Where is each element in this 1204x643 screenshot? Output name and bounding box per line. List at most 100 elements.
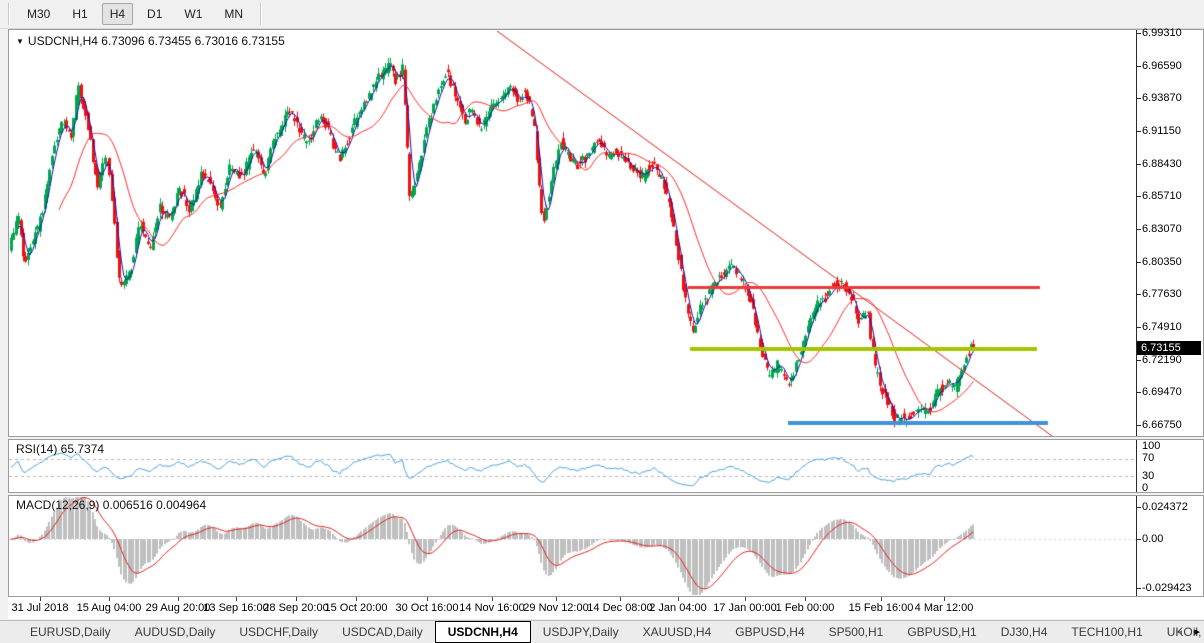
current-price-tag: 6.73155 — [1137, 340, 1201, 355]
axis-label: 6.99310 — [1142, 27, 1182, 39]
chart-tab-audusd-daily[interactable]: AUDUSD,Daily — [134, 625, 216, 639]
time-axis-label: 29 Nov 12:00 — [523, 602, 589, 614]
time-tick — [356, 597, 357, 601]
axis-tick — [1136, 425, 1141, 426]
chart-tab-usdcad-daily[interactable]: USDCAD,Daily — [342, 625, 423, 639]
axis-tick — [1136, 262, 1141, 263]
chart-tab-xauusd-h4[interactable]: XAUUSD,H4 — [642, 625, 712, 639]
chart-title-text: USDCNH,H4 6.73096 6.73455 6.73016 6.7315… — [27, 34, 285, 48]
axis-tick — [1136, 294, 1141, 295]
time-axis-label: 4 Mar 12:00 — [914, 602, 974, 614]
timeframe-button-d1[interactable]: D1 — [147, 7, 163, 21]
axis-label: -0.029423 — [1142, 582, 1192, 594]
axis-label: 6.77630 — [1142, 288, 1182, 300]
axis-tick — [1136, 360, 1141, 361]
time-axis-label: 17 Jan 00:00 — [713, 602, 777, 614]
timeframe-button-m30[interactable]: M30 — [27, 7, 51, 21]
axis-label: 6.83070 — [1142, 223, 1182, 235]
price-chart-canvas[interactable] — [9, 30, 1136, 436]
axis-label: 0 — [1142, 482, 1149, 494]
time-axis-label: 31 Jul 2018 — [11, 602, 69, 614]
time-axis-label: 14 Dec 08:00 — [587, 602, 653, 614]
axis-tick — [1136, 507, 1141, 508]
chart-tab-usdchf-daily[interactable]: USDCHF,Daily — [239, 625, 319, 639]
axis-label: 6.85710 — [1142, 190, 1182, 202]
timeframe-toolbar: M30 H1 H4 D1 W1 MN — [0, 0, 1204, 29]
time-axis-label: 15 Aug 04:00 — [76, 602, 142, 614]
toolbar-separator — [8, 3, 10, 25]
time-tick — [40, 597, 41, 601]
chart-tab-usdcnh-h4[interactable]: USDCNH,H4 — [434, 621, 531, 643]
macd-axis-line — [1136, 496, 1137, 596]
chart-tab-tech100-h1[interactable]: TECH100,H1 — [1071, 625, 1143, 639]
axis-label: 6.91150 — [1142, 125, 1181, 137]
time-axis-label: 13 Sep 16:00 — [203, 602, 269, 614]
time-axis: 31 Jul 2018 15 Aug 04:00 29 Aug 20:00 13 Se… — [8, 597, 1204, 619]
toolbar-separator — [260, 3, 263, 25]
chart-tab-gbpusd-h1[interactable]: GBPUSD,H1 — [907, 625, 977, 639]
time-axis-label: 1 Feb 00:00 — [775, 602, 835, 614]
time-tick — [178, 597, 179, 601]
rsi-canvas[interactable] — [9, 440, 1136, 492]
time-axis-label: 15 Feb 16:00 — [848, 602, 914, 614]
axis-tick — [1136, 229, 1141, 230]
axis-label: 6.74910 — [1142, 321, 1182, 333]
time-tick — [944, 597, 945, 601]
timeframe-button-w1[interactable]: W1 — [184, 7, 203, 21]
main-chart-panel[interactable]: ▼ USDCNH,H4 6.73096 6.73455 6.73016 6.731… — [8, 27, 1204, 437]
chart-title: ▼ USDCNH,H4 6.73096 6.73455 6.73016 6.731… — [16, 34, 285, 48]
axis-label: 0.024372 — [1142, 501, 1188, 513]
axis-label: 6.72190 — [1142, 354, 1182, 366]
axis-tick — [1136, 196, 1141, 197]
time-axis-label: 30 Oct 16:00 — [395, 602, 459, 614]
collapse-chart-icon[interactable]: ▼ — [16, 37, 24, 46]
chart-tab-dj30-h4[interactable]: DJ30,H4 — [1000, 625, 1048, 639]
time-axis-label: 29 Aug 20:00 — [145, 602, 211, 614]
tab-scroll-left-icon[interactable]: ◂ — [1177, 627, 1182, 637]
time-tick — [678, 597, 679, 601]
axis-label: 70 — [1142, 452, 1155, 464]
axis-label: 6.96590 — [1142, 60, 1182, 72]
rsi-axis-line — [1136, 440, 1137, 492]
axis-label: 6.69470 — [1142, 386, 1182, 398]
axis-label: 100 — [1142, 440, 1161, 452]
rsi-label: RSI(14) 65.7374 — [16, 442, 105, 456]
time-axis-label: 2 Jan 04:00 — [649, 602, 707, 614]
axis-label: 6.88430 — [1142, 158, 1182, 170]
timeframe-button-mn[interactable]: MN — [224, 7, 244, 21]
axis-tick — [1136, 98, 1141, 99]
axis-tick — [1136, 588, 1141, 589]
tab-scroll-right-icon[interactable]: ▸ — [1194, 626, 1200, 638]
chart-tab-usdjpy-daily[interactable]: USDJPY,Daily — [542, 625, 619, 639]
rsi-indicator-panel[interactable]: RSI(14) 65.7374 100 70 30 0 — [8, 439, 1204, 494]
time-axis-label: 14 Nov 16:00 — [459, 602, 525, 614]
chart-tab-sp500-h1[interactable]: SP500,H1 — [828, 625, 884, 639]
chart-tab-gbpusd-h4[interactable]: GBPUSD,H4 — [735, 625, 805, 639]
chart-tab-ukoil[interactable]: UKOil, — [1166, 625, 1202, 639]
axis-tick — [1136, 33, 1141, 34]
axis-tick — [1136, 164, 1141, 165]
timeframe-button-h4[interactable]: H4 — [101, 3, 134, 25]
macd-indicator-panel[interactable]: MACD(12,26,9) 0.006516 0.004964 0.024372… — [8, 495, 1204, 597]
time-tick — [881, 597, 882, 601]
macd-label: MACD(12,26,9) 0.006516 0.004964 — [16, 498, 207, 512]
time-tick — [492, 597, 493, 601]
time-tick — [805, 597, 806, 601]
time-tick — [556, 597, 557, 601]
time-tick — [236, 597, 237, 601]
macd-canvas[interactable] — [9, 496, 1136, 596]
time-tick — [109, 597, 110, 601]
time-tick — [296, 597, 297, 601]
time-axis-label: 15 Oct 20:00 — [324, 602, 388, 614]
chart-tab-eurusd-daily[interactable]: EURUSD,Daily — [30, 625, 111, 639]
axis-label: 6.93870 — [1142, 92, 1182, 104]
axis-label: 0.00 — [1142, 533, 1164, 545]
axis-tick — [1136, 539, 1141, 540]
time-axis-label: 28 Sep 20:00 — [263, 602, 329, 614]
timeframe-button-h1[interactable]: H1 — [72, 7, 88, 21]
axis-label: 6.66750 — [1142, 419, 1182, 431]
axis-tick — [1136, 392, 1141, 393]
time-tick — [745, 597, 746, 601]
axis-label: 6.80350 — [1142, 256, 1182, 268]
